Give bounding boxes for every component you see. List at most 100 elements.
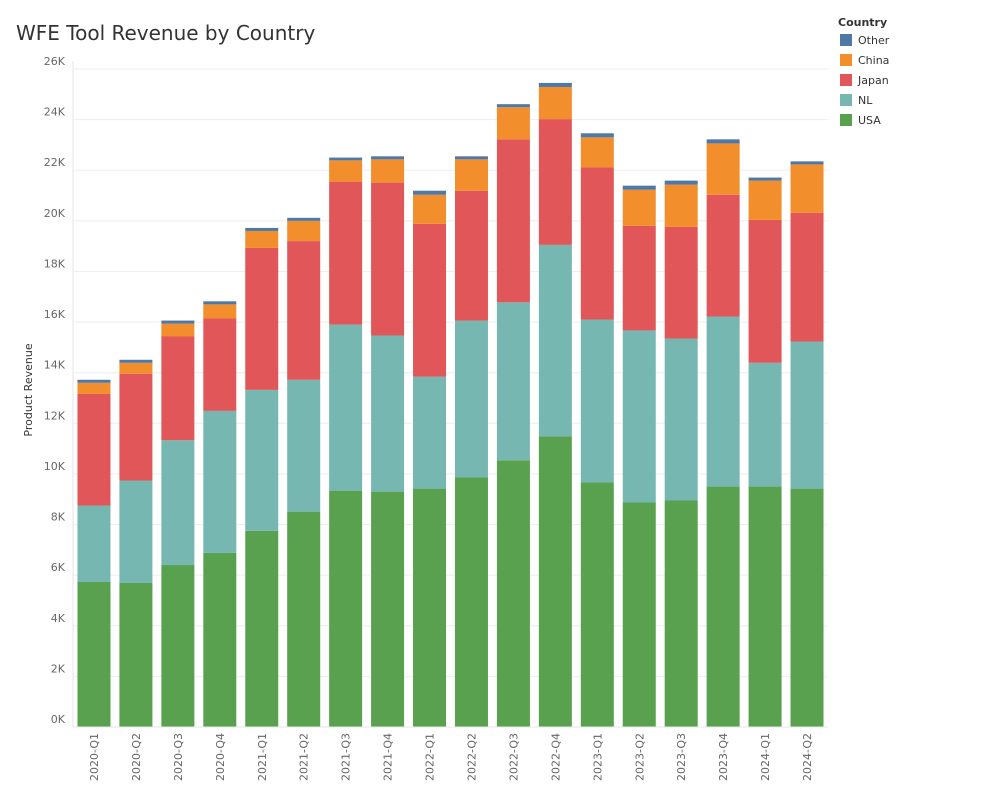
bar-nl-2023-Q4 bbox=[706, 316, 740, 487]
bar-usa-2020-Q2 bbox=[119, 582, 153, 727]
bar-china-2022-Q2 bbox=[454, 159, 488, 191]
bar-japan-2023-Q3 bbox=[664, 226, 698, 339]
y-tick-label: 6K bbox=[51, 561, 66, 574]
bar-japan-2024-Q1 bbox=[748, 219, 782, 363]
bar-nl-2021-Q2 bbox=[287, 379, 321, 512]
legend-label: China bbox=[858, 54, 889, 67]
y-tick-label: 22K bbox=[44, 156, 66, 169]
bar-usa-2023-Q1 bbox=[580, 482, 614, 727]
bar-china-2022-Q4 bbox=[538, 86, 572, 120]
x-axis: 2020-Q1 2020-Q2 2020-Q3 2020-Q4 2021-Q1 2021-… bbox=[73, 726, 828, 781]
bar-china-2020-Q4 bbox=[203, 304, 237, 319]
x-tick-label: 2021-Q3 bbox=[340, 733, 353, 781]
x-tick-label: 2024-Q1 bbox=[759, 733, 772, 781]
legend-item-japan[interactable]: Japan bbox=[840, 74, 889, 87]
x-tick-label: 2023-Q2 bbox=[633, 733, 646, 781]
bar-usa-2022-Q2 bbox=[454, 477, 488, 727]
bar-other-2022-Q1 bbox=[413, 190, 447, 195]
legend-swatch bbox=[840, 74, 852, 86]
bar-china-2021-Q3 bbox=[329, 160, 363, 182]
bar-china-2024-Q2 bbox=[790, 164, 824, 213]
bar-china-2020-Q3 bbox=[161, 323, 195, 337]
bar-other-2020-Q2 bbox=[119, 359, 153, 363]
y-tick-label: 14K bbox=[44, 359, 66, 372]
bar-nl-2021-Q1 bbox=[245, 389, 279, 531]
bar-usa-2022-Q1 bbox=[413, 488, 447, 727]
bar-nl-2023-Q3 bbox=[664, 338, 698, 501]
legend-label: NL bbox=[858, 94, 873, 107]
bar-japan-2020-Q2 bbox=[119, 373, 153, 481]
bar-other-2022-Q2 bbox=[454, 156, 488, 160]
bar-other-2024-Q2 bbox=[790, 161, 824, 165]
legend-swatch bbox=[840, 94, 852, 106]
legend-swatch bbox=[840, 114, 852, 126]
bar-usa-2021-Q4 bbox=[371, 491, 405, 727]
bar-nl-2020-Q2 bbox=[119, 480, 153, 583]
legend-title: Country bbox=[838, 16, 887, 29]
bar-usa-2022-Q4 bbox=[538, 436, 572, 727]
bar-japan-2022-Q2 bbox=[454, 190, 488, 321]
bar-usa-2020-Q4 bbox=[203, 552, 237, 727]
bar-china-2023-Q2 bbox=[622, 189, 656, 226]
legend-item-other[interactable]: Other bbox=[840, 34, 890, 47]
y-tick-label: 4K bbox=[51, 612, 66, 625]
bar-china-2023-Q4 bbox=[706, 143, 740, 195]
bar-nl-2020-Q1 bbox=[77, 505, 111, 582]
legend-item-usa[interactable]: USA bbox=[840, 114, 881, 127]
bar-china-2021-Q1 bbox=[245, 230, 279, 248]
bar-usa-2024-Q1 bbox=[748, 486, 782, 727]
bar-china-2024-Q1 bbox=[748, 180, 782, 220]
bar-usa-2021-Q3 bbox=[329, 490, 363, 727]
bar-nl-2022-Q2 bbox=[454, 320, 488, 478]
bar-usa-2023-Q2 bbox=[622, 502, 656, 727]
bar-usa-2024-Q2 bbox=[790, 488, 824, 727]
y-tick-label: 24K bbox=[44, 106, 66, 119]
bar-japan-2020-Q4 bbox=[203, 318, 237, 411]
bar-nl-2022-Q3 bbox=[496, 302, 530, 461]
bar-china-2020-Q2 bbox=[119, 362, 153, 374]
legend-swatch bbox=[840, 54, 852, 66]
bar-usa-2020-Q1 bbox=[77, 581, 111, 727]
bar-other-2023-Q4 bbox=[706, 139, 740, 144]
bar-china-2022-Q3 bbox=[496, 107, 530, 140]
bar-other-2020-Q1 bbox=[77, 379, 111, 383]
y-tick-label: 0K bbox=[51, 713, 66, 726]
bar-usa-2023-Q4 bbox=[706, 486, 740, 727]
y-tick-label: 8K bbox=[51, 511, 66, 524]
y-tick-label: 26K bbox=[44, 55, 66, 68]
bar-japan-2021-Q3 bbox=[329, 181, 363, 325]
x-tick-label: 2021-Q1 bbox=[256, 733, 269, 781]
chart-title: WFE Tool Revenue by Country bbox=[16, 21, 315, 45]
bar-japan-2023-Q4 bbox=[706, 194, 740, 317]
bar-japan-2022-Q4 bbox=[538, 119, 572, 245]
bar-other-2021-Q1 bbox=[245, 227, 279, 231]
bar-china-2022-Q1 bbox=[413, 194, 447, 224]
legend-item-china[interactable]: China bbox=[840, 54, 889, 67]
legend: Country Other China Japan NL USA bbox=[838, 16, 890, 127]
legend-label: USA bbox=[858, 114, 881, 127]
x-tick-label: 2021-Q2 bbox=[298, 733, 311, 781]
bar-nl-2020-Q3 bbox=[161, 440, 195, 566]
bar-other-2021-Q2 bbox=[287, 217, 321, 221]
bar-japan-2023-Q1 bbox=[580, 167, 614, 320]
y-tick-label: 18K bbox=[44, 257, 66, 270]
x-tick-label: 2021-Q4 bbox=[382, 733, 395, 781]
legend-item-nl[interactable]: NL bbox=[840, 94, 873, 107]
y-tick-label: 2K bbox=[51, 662, 66, 675]
bar-nl-2023-Q2 bbox=[622, 330, 656, 503]
bar-other-2023-Q2 bbox=[622, 185, 656, 190]
bar-nl-2023-Q1 bbox=[580, 319, 614, 483]
bar-nl-2022-Q4 bbox=[538, 244, 572, 437]
bar-other-2020-Q4 bbox=[203, 301, 237, 305]
x-tick-label: 2023-Q1 bbox=[591, 733, 604, 781]
bar-other-2021-Q4 bbox=[371, 156, 405, 160]
bar-other-2021-Q3 bbox=[329, 157, 363, 161]
bar-nl-2020-Q4 bbox=[203, 410, 237, 553]
y-axis-title: Product Revenue bbox=[22, 343, 35, 436]
x-tick-label: 2022-Q2 bbox=[465, 733, 478, 781]
legend-swatch bbox=[840, 34, 852, 46]
legend-label: Other bbox=[858, 34, 890, 47]
y-tick-label: 10K bbox=[44, 460, 66, 473]
bar-usa-2022-Q3 bbox=[496, 460, 530, 727]
